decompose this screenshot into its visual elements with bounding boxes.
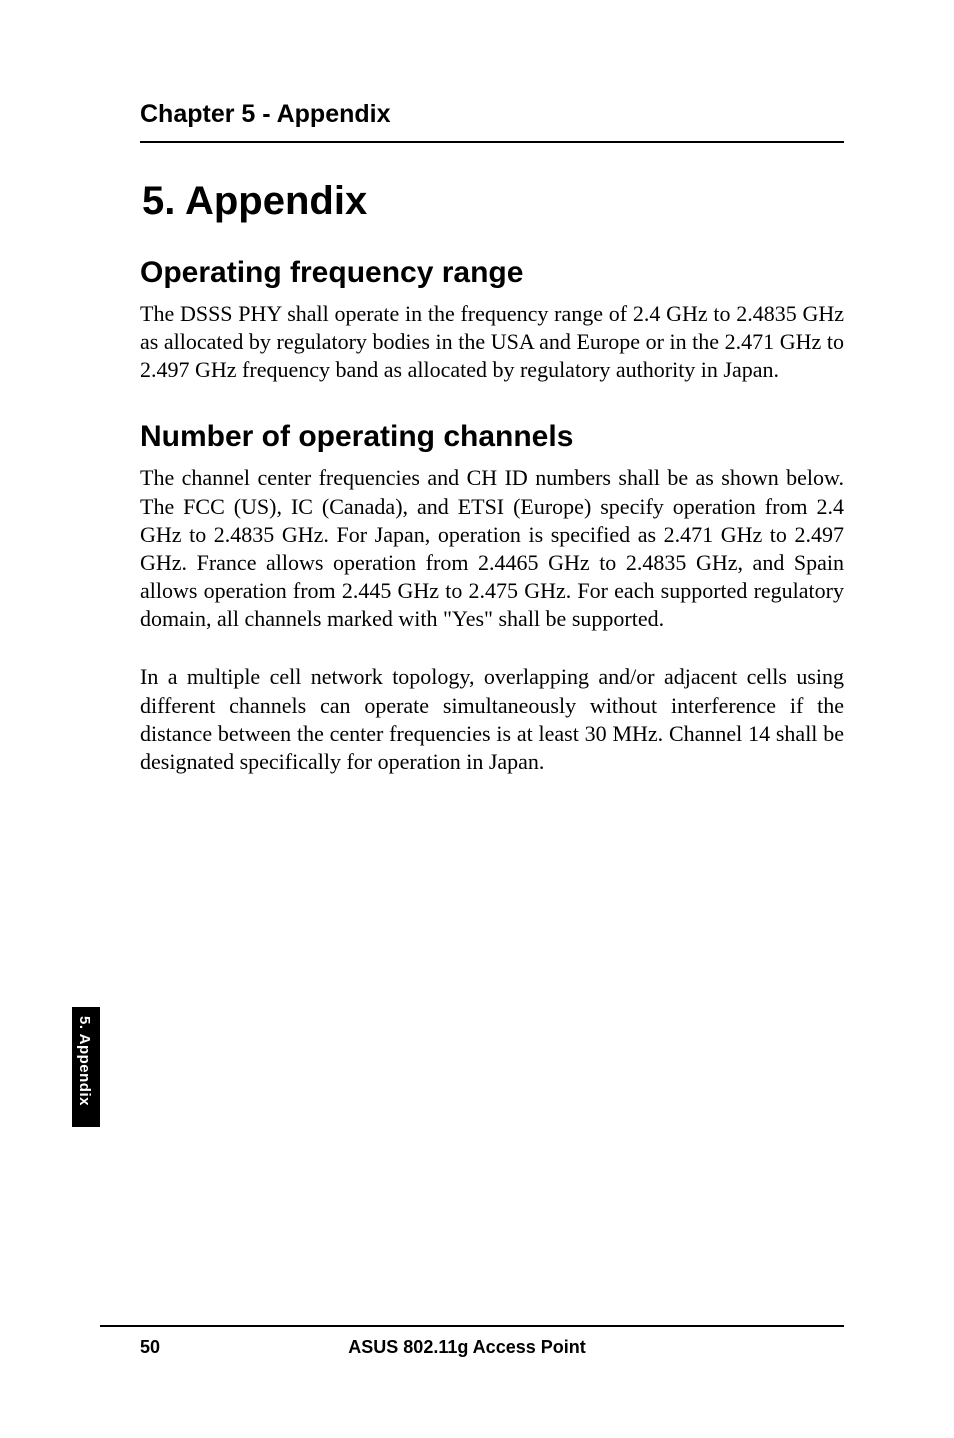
footer-row: 50 ASUS 802.11g Access Point	[100, 1337, 844, 1358]
header-divider	[140, 141, 844, 143]
body-paragraph: In a multiple cell network topology, ove…	[140, 663, 844, 776]
body-paragraph: The DSSS PHY shall operate in the freque…	[140, 300, 844, 384]
page-number: 50	[140, 1337, 160, 1358]
body-paragraph: The channel center frequencies and CH ID…	[140, 464, 844, 633]
main-heading: 5. Appendix	[142, 179, 844, 224]
footer-title: ASUS 802.11g Access Point	[160, 1337, 774, 1358]
section-heading-channels: Number of operating channels	[140, 420, 844, 454]
page-footer: 50 ASUS 802.11g Access Point	[100, 1325, 844, 1358]
section-heading-frequency: Operating frequency range	[140, 256, 844, 290]
side-tab-label: 5. Appendix	[76, 1016, 93, 1106]
chapter-header: Chapter 5 - Appendix	[140, 100, 844, 129]
footer-divider	[100, 1325, 844, 1327]
